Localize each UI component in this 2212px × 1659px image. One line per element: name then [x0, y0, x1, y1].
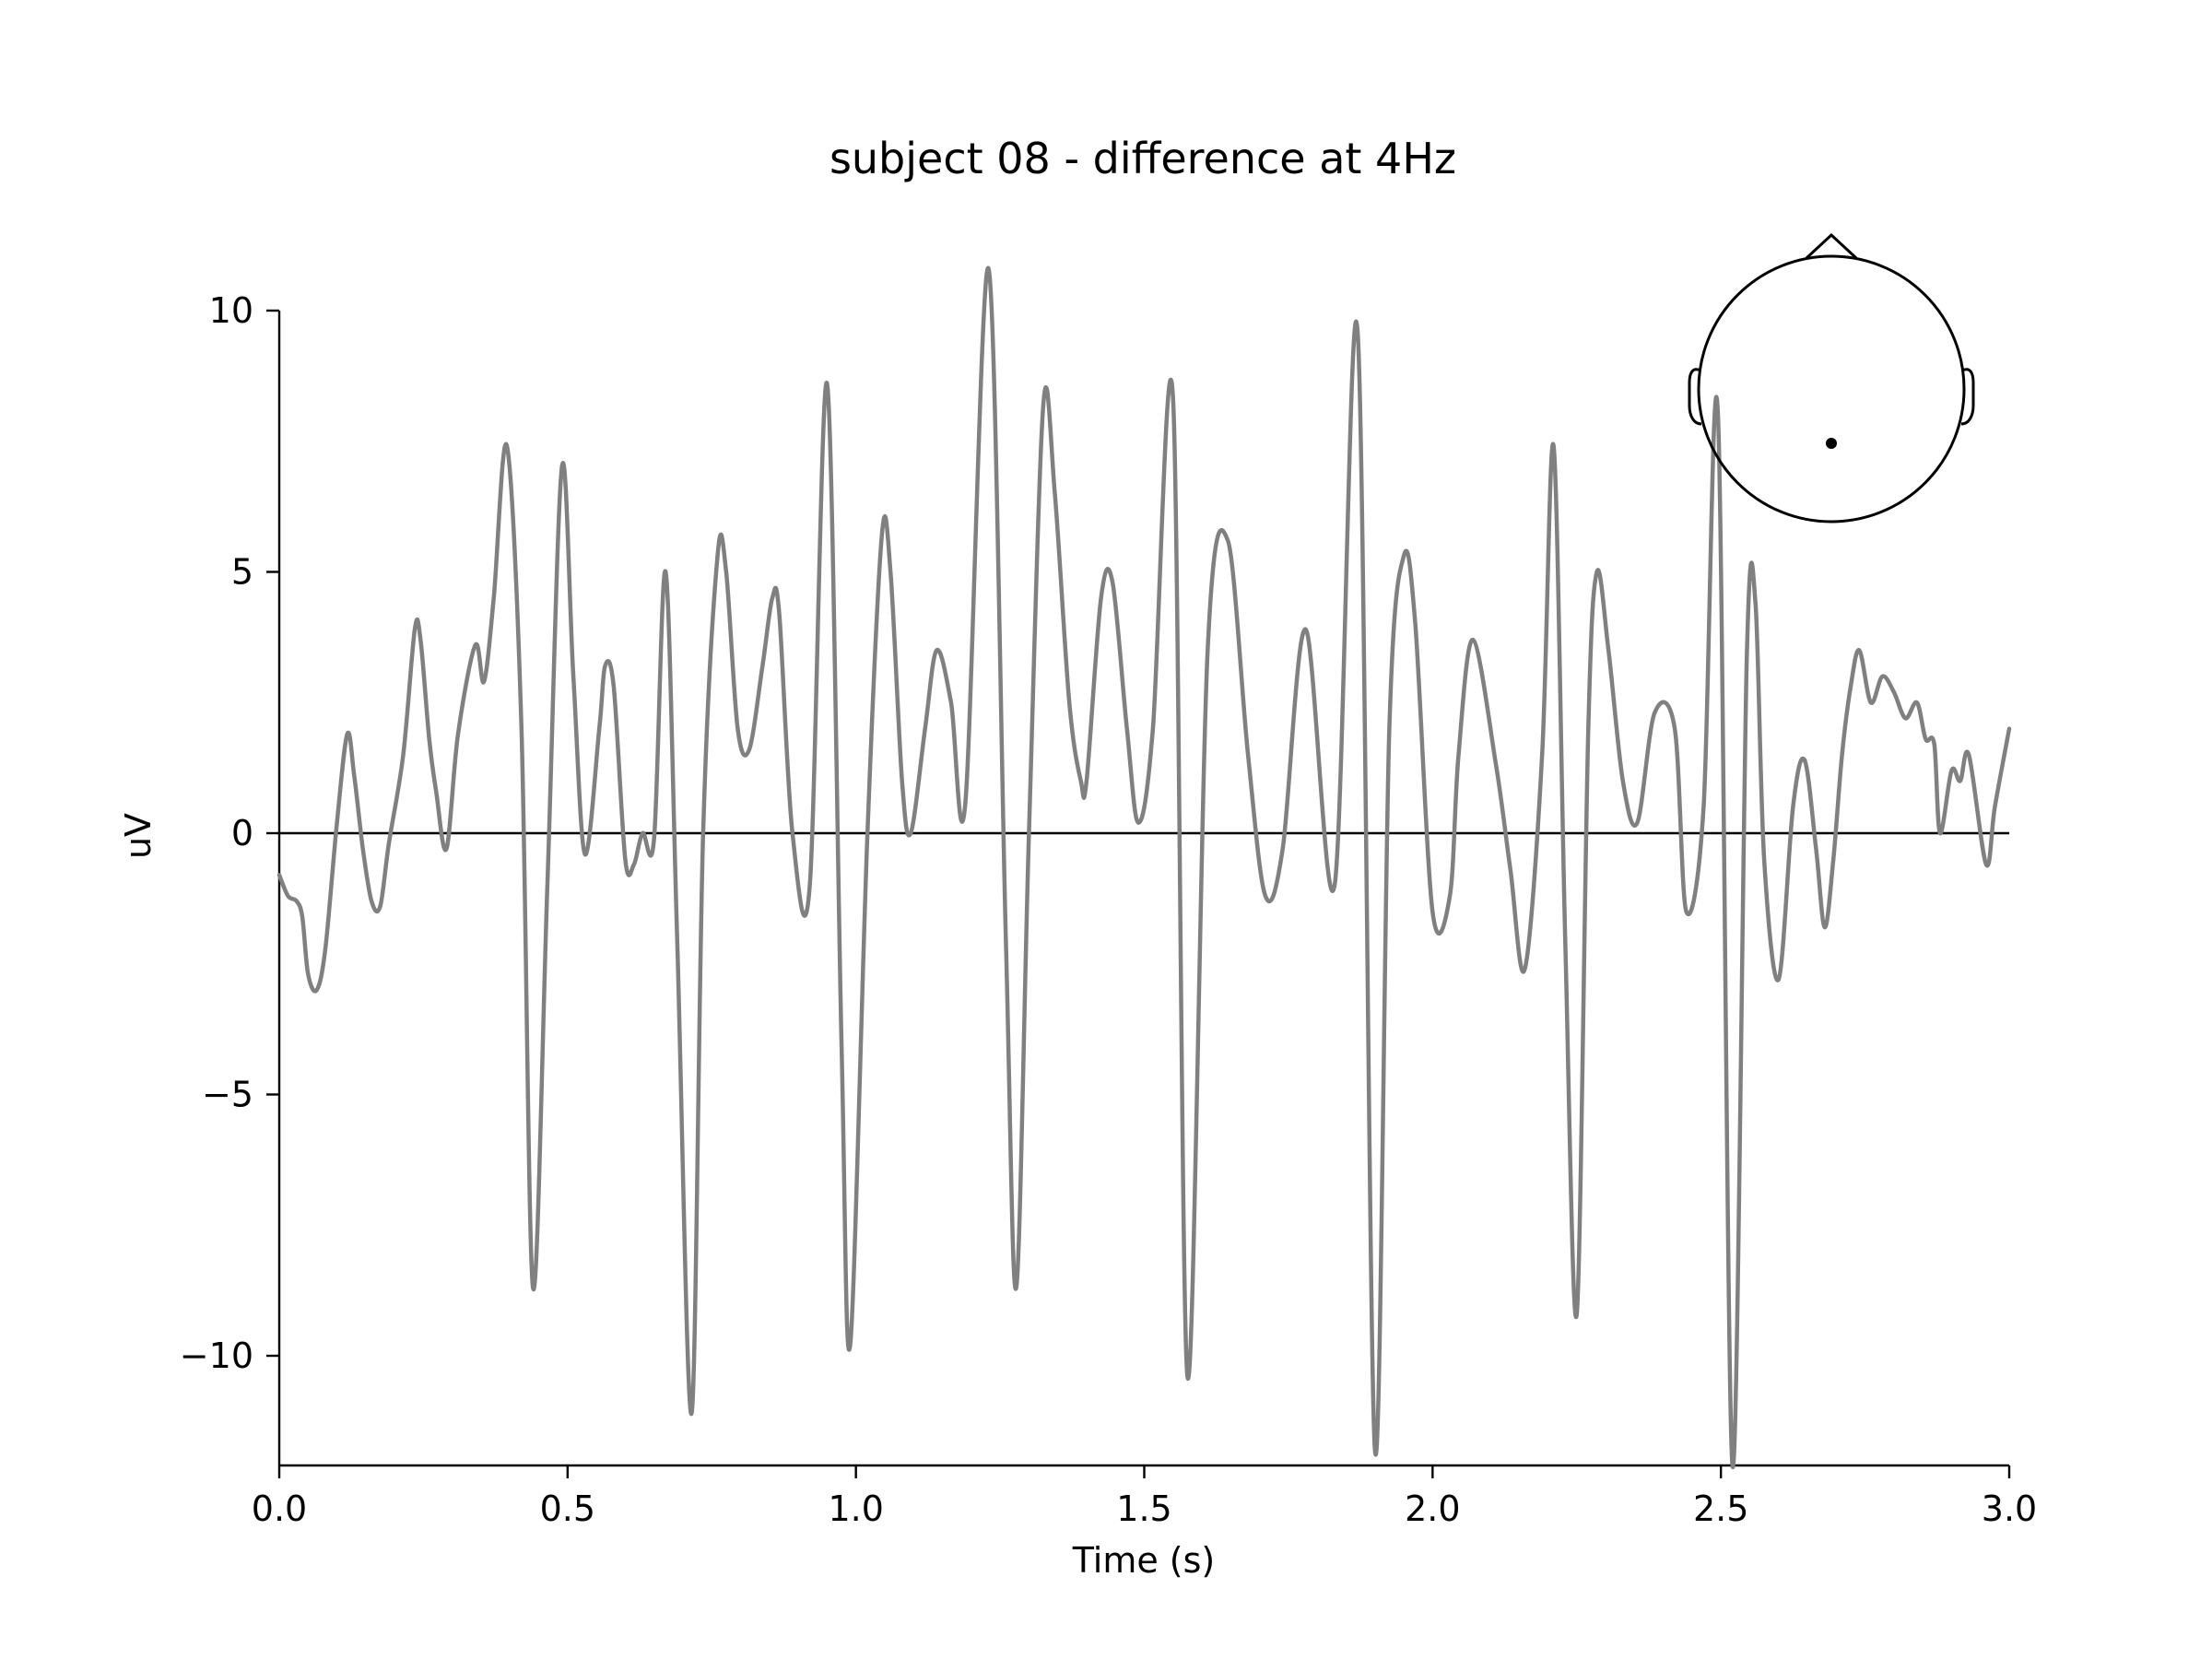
x-tick-label: 0.5	[540, 1488, 595, 1529]
chart-title: subject 08 - difference at 4Hz	[830, 134, 1456, 183]
right-ear-outline	[1960, 368, 1975, 426]
axes	[277, 311, 2009, 1467]
x-ticks: 0.0 0.5 1.0 1.5 2.0 2.5 3.0	[252, 1465, 2037, 1529]
nose-outline	[1805, 232, 1858, 260]
x-tick-label: 0.0	[252, 1488, 307, 1529]
y-tick-label: −10	[180, 1335, 253, 1376]
left-ear-outline	[1688, 368, 1702, 426]
y-tick-label: 0	[231, 813, 253, 853]
x-tick-label: 1.0	[828, 1488, 883, 1529]
y-tick-label: −5	[202, 1075, 253, 1115]
sensor-head-map	[1688, 232, 1975, 524]
x-tick-label: 2.0	[1405, 1488, 1460, 1529]
y-tick-label: 5	[231, 552, 253, 593]
series-line-difference	[276, 265, 2012, 1470]
y-tick-label: 10	[209, 290, 253, 331]
sensor-dot	[1826, 438, 1837, 449]
x-axis-label: Time (s)	[1072, 1540, 1216, 1581]
x-tick-label: 2.5	[1693, 1488, 1748, 1529]
head-outline	[1697, 254, 1966, 524]
y-axis-label: uV	[118, 813, 159, 859]
y-ticks: 10 5 0 −5 −10	[180, 290, 279, 1376]
x-tick-label: 1.5	[1116, 1488, 1171, 1529]
x-tick-label: 3.0	[1982, 1488, 2037, 1529]
